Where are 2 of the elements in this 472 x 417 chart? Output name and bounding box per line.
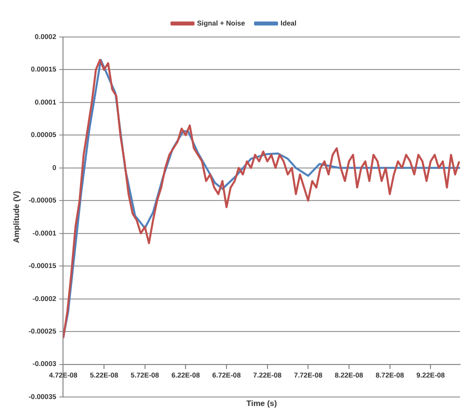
x-axis-title: Time (s) [246, 399, 278, 408]
y-axis-title: Amplitude (V) [12, 190, 22, 243]
